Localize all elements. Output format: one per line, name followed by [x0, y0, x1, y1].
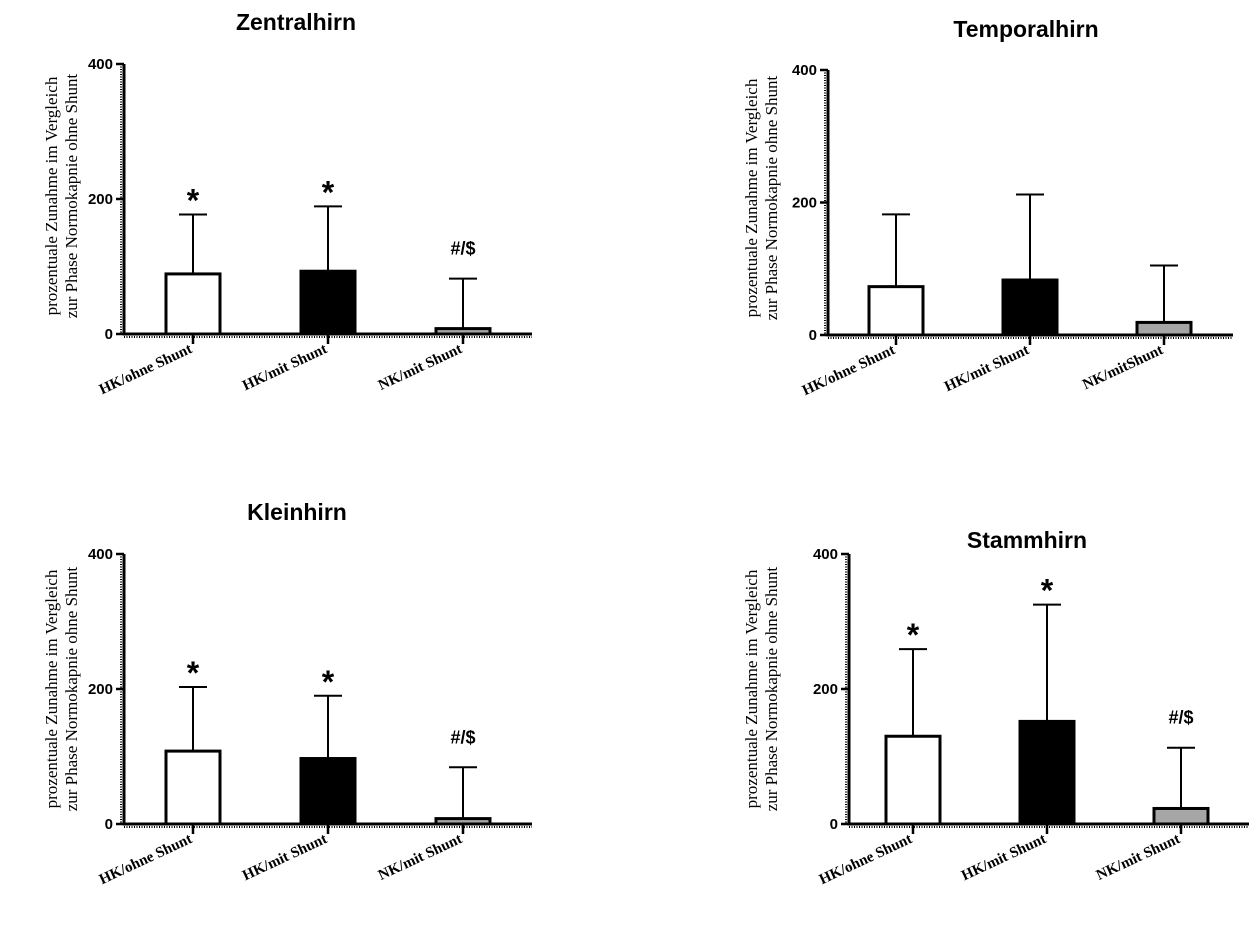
x-tick-label: HK/ohne Shunt — [817, 831, 915, 888]
significance-label: #/$ — [450, 727, 475, 747]
significance-star: * — [1041, 573, 1054, 609]
y-axis-label-line-2: zur Phase Normokapnie ohne Shunt — [62, 73, 81, 318]
bar — [884, 734, 942, 826]
chart-panel-temporalhirn: Temporalhirn prozentuale Zunahme im Verg… — [742, 16, 1233, 399]
bar — [1152, 806, 1210, 826]
x-tick-label: HK/mit Shunt — [959, 831, 1048, 884]
significance-star: * — [322, 174, 335, 210]
y-axis-label-line-1: prozentuale Zunahme im Vergleich — [742, 78, 761, 317]
significance-label: #/$ — [450, 239, 475, 259]
y-tick-label: 0 — [830, 816, 838, 833]
y-tick-label: 0 — [809, 327, 817, 344]
y-tick-label: 0 — [105, 326, 113, 343]
y-axis-label-line-2: zur Phase Normokapnie ohne Shunt — [762, 75, 781, 320]
bar — [867, 285, 925, 337]
chart-title: Kleinhirn — [247, 499, 347, 525]
x-tick-label: HK/mit Shunt — [240, 341, 329, 394]
plot-area: * * #/$ 0 200 400 HK/ohne Shunt HK/mit Shunt NK/… — [813, 546, 1249, 888]
x-tick-label: NK/mit Shunt — [376, 341, 465, 394]
x-tick-label: NK/mit Shunt — [1094, 831, 1183, 884]
x-tick-label: NK/mitShunt — [1080, 342, 1165, 393]
y-tick-label: 200 — [88, 191, 113, 208]
significance-label: #/$ — [1168, 708, 1193, 728]
chart-title: Temporalhirn — [953, 16, 1098, 42]
significance-star: * — [187, 183, 200, 219]
bar — [299, 269, 357, 336]
significance-star: * — [907, 617, 920, 653]
y-axis-label-line-1: prozentuale Zunahme im Vergleich — [42, 569, 61, 808]
y-tick-label: 400 — [813, 546, 838, 563]
significance-star: * — [187, 655, 200, 691]
bar — [1001, 278, 1059, 337]
chart-panel-kleinhirn: Kleinhirn prozentuale Zunahme im Verglei… — [42, 499, 532, 888]
significance-star: * — [322, 664, 335, 700]
y-tick-label: 200 — [88, 681, 113, 698]
y-axis-label-line-1: prozentuale Zunahme im Vergleich — [42, 76, 61, 315]
x-tick-label: NK/mit Shunt — [376, 831, 465, 884]
chart-panel-zentralhirn: Zentralhirn prozentuale Zunahme im Vergl… — [42, 9, 532, 398]
y-axis-label-line-1: prozentuale Zunahme im Vergleich — [742, 569, 761, 808]
y-tick-label: 400 — [88, 56, 113, 73]
chart-panel-stammhirn: Stammhirn prozentuale Zunahme im Verglei… — [742, 527, 1249, 888]
x-tick-label: HK/mit Shunt — [942, 342, 1031, 395]
y-axis-label-line-2: zur Phase Normokapnie ohne Shunt — [762, 566, 781, 811]
bar — [164, 749, 222, 826]
x-tick-label: HK/mit Shunt — [240, 831, 329, 884]
y-tick-label: 200 — [813, 681, 838, 698]
plot-area: * * #/$ 0 200 400 HK/ohne Shunt HK/mit Shunt NK/… — [88, 546, 532, 888]
bar — [299, 757, 357, 826]
chart-title: Zentralhirn — [236, 9, 356, 35]
plot-area: * * #/$ 0 200 400 HK/ohne Shunt HK/mit Shunt NK/… — [88, 56, 532, 398]
y-tick-label: 400 — [88, 546, 113, 563]
bar — [1135, 320, 1193, 337]
x-tick-label: HK/ohne Shunt — [97, 831, 195, 888]
bar — [164, 272, 222, 336]
x-tick-label: HK/ohne Shunt — [97, 341, 195, 398]
bar — [1018, 719, 1076, 826]
x-tick-label: HK/ohne Shunt — [800, 342, 898, 399]
chart-title: Stammhirn — [967, 527, 1087, 553]
y-axis-label-line-2: zur Phase Normokapnie ohne Shunt — [62, 566, 81, 811]
y-tick-label: 0 — [105, 816, 113, 833]
y-tick-label: 200 — [792, 195, 817, 212]
plot-area: 0 200 400 HK/ohne Shunt HK/mit Shunt NK/mitSh… — [792, 62, 1233, 399]
y-tick-label: 400 — [792, 62, 817, 79]
